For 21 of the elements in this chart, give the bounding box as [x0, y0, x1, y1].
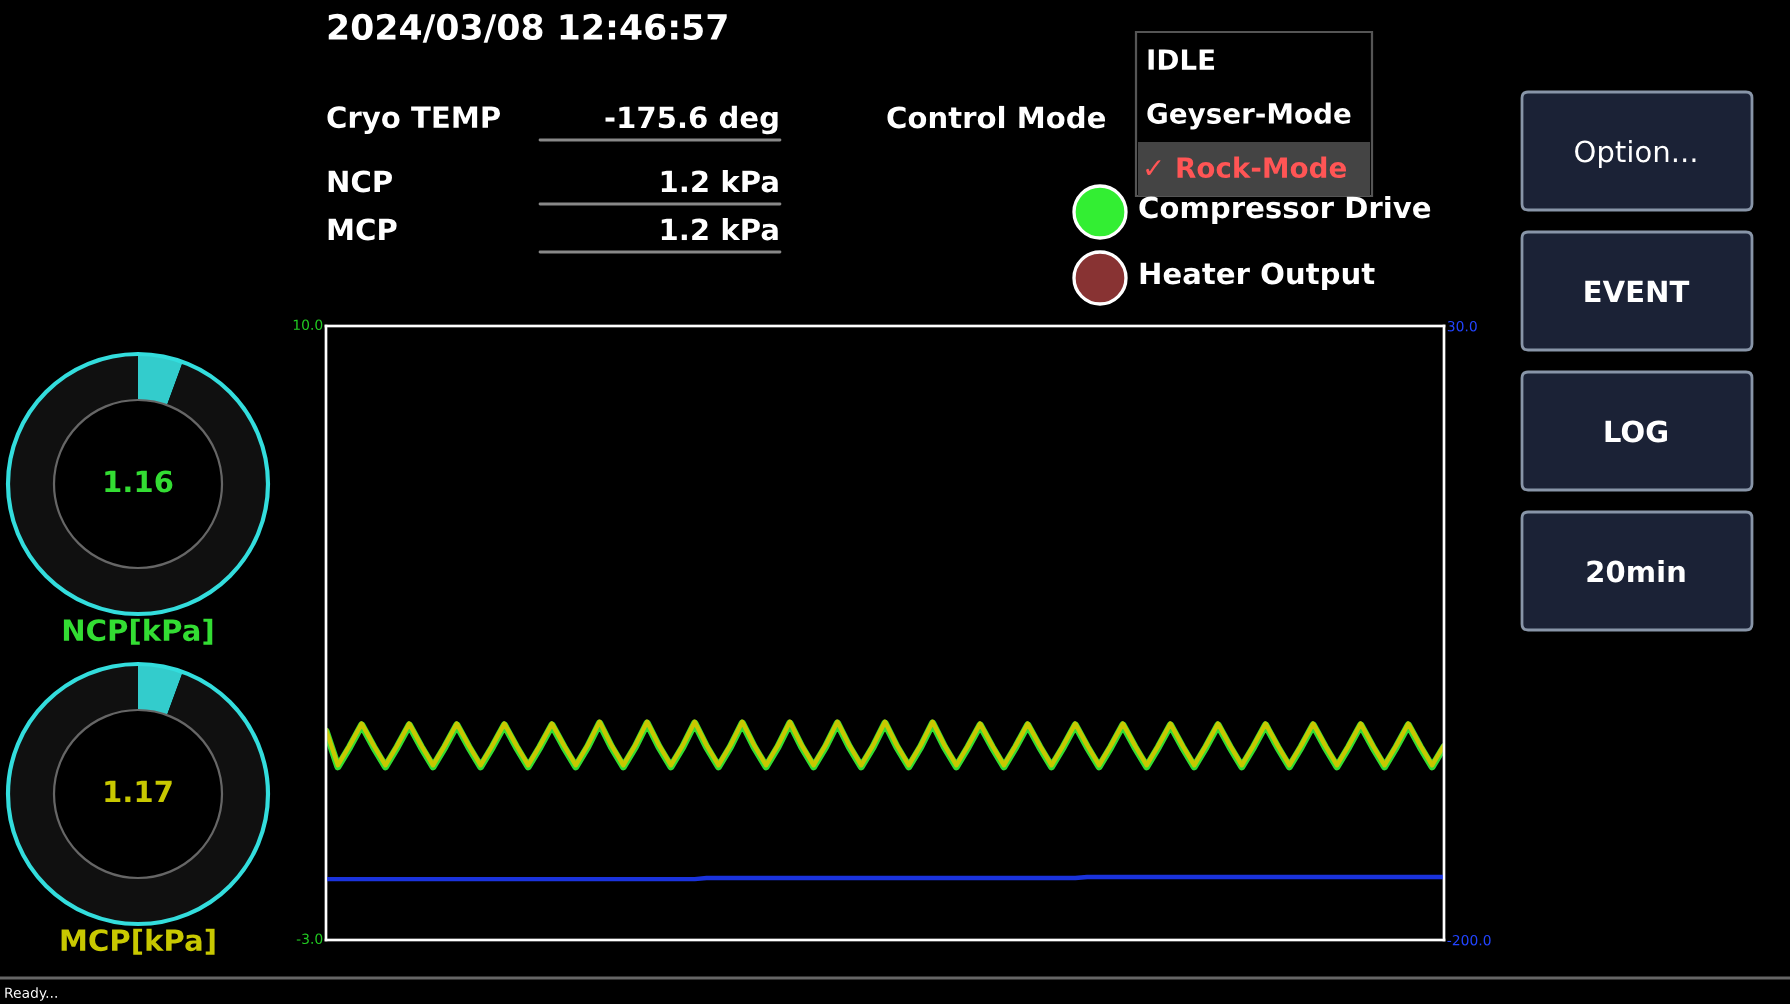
text: EVENT [1585, 280, 1690, 303]
text: IDLE [1148, 49, 1215, 70]
text: 2024/03/08 12:46:57 [328, 13, 727, 43]
text: LOG [1605, 420, 1667, 443]
text: ✓ Rock-Mode [1146, 156, 1346, 179]
text: 1.16 [105, 470, 173, 493]
text: Option... [1575, 139, 1696, 169]
text: 1.17 [105, 780, 172, 803]
text: MCP[kPa] [61, 928, 215, 955]
text: NCP [328, 170, 392, 193]
text: MCP [328, 218, 397, 241]
text: Heater Output [1140, 262, 1375, 291]
text: 1.2 kPa [661, 169, 778, 193]
text: -175.6 deg [605, 105, 778, 135]
text: NCP[kPa] [63, 618, 213, 645]
text: 1.2 kPa [661, 217, 778, 241]
text: Control Mode [887, 105, 1106, 129]
text: 20min [1587, 559, 1685, 583]
text: Cryo TEMP [327, 106, 501, 135]
text: Compressor Drive [1139, 195, 1431, 225]
text: Geyser-Mode [1147, 102, 1351, 130]
